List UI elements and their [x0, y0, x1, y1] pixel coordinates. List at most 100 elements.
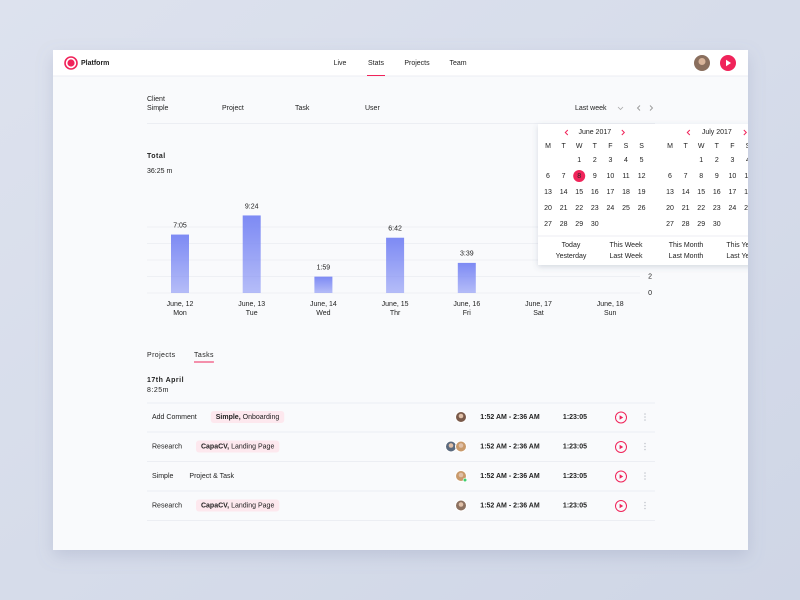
- task-title[interactable]: Research: [152, 443, 182, 450]
- task-tag[interactable]: CapaCV, Landing Page: [201, 502, 274, 509]
- calendar-day[interactable]: 4: [624, 157, 628, 164]
- bar: [242, 215, 261, 293]
- prev-arrow[interactable]: [636, 105, 641, 111]
- calendar-day[interactable]: 21: [682, 205, 690, 212]
- calendar-day[interactable]: 19: [638, 189, 646, 196]
- calendar-shortcut[interactable]: Last Month: [669, 253, 704, 260]
- task-tag-bg: [195, 499, 280, 512]
- calendar-day[interactable]: 14: [560, 189, 568, 196]
- weekday: M: [545, 143, 551, 150]
- calendar-day[interactable]: 3: [730, 157, 734, 164]
- calendar-day[interactable]: 6: [546, 173, 550, 180]
- calendar-shortcut[interactable]: Last Year: [726, 253, 756, 260]
- calendar-day[interactable]: 24: [729, 205, 737, 212]
- month-next[interactable]: [743, 129, 748, 136]
- calendar-day[interactable]: 23: [713, 205, 721, 212]
- calendar-day[interactable]: 13: [544, 189, 552, 196]
- value-label: 6:42: [388, 226, 402, 233]
- calendar-day[interactable]: 1: [699, 157, 703, 164]
- calendar-day[interactable]: 15: [697, 189, 705, 196]
- calendar-day[interactable]: 10: [607, 173, 615, 180]
- more-dot: [644, 501, 646, 504]
- calendar-day[interactable]: 4: [746, 157, 750, 164]
- task-title[interactable]: Research: [152, 502, 182, 509]
- calendar-day[interactable]: 14: [682, 189, 690, 196]
- filter-tab[interactable]: Task: [295, 105, 310, 112]
- calendar-day[interactable]: 20: [666, 205, 674, 212]
- calendar-shortcut[interactable]: Today: [562, 242, 581, 249]
- calendar-day[interactable]: 21: [560, 205, 568, 212]
- play-button[interactable]: [615, 500, 627, 512]
- calendar-day[interactable]: 9: [715, 173, 719, 180]
- task-tab[interactable]: Tasks: [194, 352, 214, 359]
- calendar-day[interactable]: 25: [744, 205, 752, 212]
- calendar-shortcut[interactable]: Last Week: [610, 253, 643, 260]
- calendar-day[interactable]: 24: [607, 205, 615, 212]
- calendar-day[interactable]: 18: [744, 189, 752, 196]
- calendar-day[interactable]: 20: [544, 205, 552, 212]
- calendar-day[interactable]: 23: [591, 205, 599, 212]
- task-tag[interactable]: Simple, Onboarding: [216, 414, 280, 421]
- calendar-day[interactable]: 30: [591, 221, 599, 228]
- calendar-day[interactable]: 27: [544, 221, 552, 228]
- play-button[interactable]: [615, 411, 627, 424]
- task-title[interactable]: Simple: [152, 473, 174, 480]
- play-button[interactable]: [615, 441, 627, 453]
- calendar-day[interactable]: 11: [622, 173, 629, 180]
- calendar-day[interactable]: 7: [562, 173, 566, 180]
- calendar-day[interactable]: 22: [697, 205, 705, 212]
- calendar-day[interactable]: 22: [575, 205, 583, 212]
- weekday: T: [715, 143, 720, 150]
- task-title[interactable]: Add Comment: [152, 414, 197, 421]
- calendar-day[interactable]: 8: [577, 173, 581, 180]
- month-next[interactable]: [621, 129, 626, 136]
- task-tag[interactable]: CapaCV, Landing Page: [201, 443, 274, 450]
- calendar-day[interactable]: 7: [684, 173, 688, 180]
- calendar-shortcut[interactable]: Yesterday: [556, 253, 587, 260]
- calendar-day[interactable]: 27: [666, 221, 674, 228]
- calendar-shortcut[interactable]: This Month: [669, 242, 704, 249]
- calendar-shortcut[interactable]: This Year: [726, 242, 756, 249]
- period-select[interactable]: Last week: [575, 105, 607, 112]
- month-prev[interactable]: [564, 129, 569, 136]
- calendar-day[interactable]: 30: [713, 221, 721, 228]
- calendar-day[interactable]: 6: [668, 173, 672, 180]
- filter-tab[interactable]: Project: [222, 105, 244, 112]
- calendar-shortcut[interactable]: This Week: [610, 242, 643, 249]
- calendar-day[interactable]: 28: [560, 221, 568, 228]
- calendar-day[interactable]: 13: [666, 189, 674, 196]
- nav-link[interactable]: Stats: [368, 60, 384, 67]
- filter-tab[interactable]: Simple: [147, 105, 169, 112]
- calendar-day[interactable]: 1: [577, 157, 581, 164]
- next-arrow[interactable]: [649, 105, 654, 111]
- calendar-day[interactable]: 16: [713, 189, 721, 196]
- calendar-day[interactable]: 17: [607, 189, 615, 196]
- filter-tab[interactable]: User: [365, 105, 380, 112]
- calendar-day[interactable]: 8: [699, 173, 703, 180]
- group-total: 8:25m: [147, 387, 169, 394]
- calendar-day[interactable]: 25: [622, 205, 630, 212]
- calendar-day[interactable]: 17: [729, 189, 737, 196]
- nav-link[interactable]: Live: [334, 60, 347, 67]
- task-tab[interactable]: Projects: [147, 352, 176, 359]
- nav-link[interactable]: Projects: [404, 60, 430, 67]
- calendar-day[interactable]: 2: [715, 157, 719, 164]
- calendar-day[interactable]: 18: [622, 189, 630, 196]
- calendar-day[interactable]: 29: [697, 221, 705, 228]
- calendar-day[interactable]: 3: [608, 157, 612, 164]
- calendar-day[interactable]: 2: [593, 157, 597, 164]
- calendar-day[interactable]: 29: [575, 221, 583, 228]
- calendar-day[interactable]: 11: [744, 173, 751, 180]
- play-button[interactable]: [615, 470, 627, 483]
- calendar-day[interactable]: 5: [640, 157, 644, 164]
- calendar-day[interactable]: 12: [638, 173, 646, 180]
- month-prev[interactable]: [686, 129, 691, 136]
- task-tag-project: Onboarding: [243, 414, 280, 421]
- calendar-day[interactable]: 26: [638, 205, 646, 212]
- nav-link[interactable]: Team: [449, 60, 466, 67]
- calendar-day[interactable]: 28: [682, 221, 690, 228]
- calendar-day[interactable]: 9: [593, 173, 597, 180]
- calendar-day[interactable]: 15: [575, 189, 583, 196]
- calendar-day[interactable]: 16: [591, 189, 599, 196]
- calendar-day[interactable]: 10: [729, 173, 737, 180]
